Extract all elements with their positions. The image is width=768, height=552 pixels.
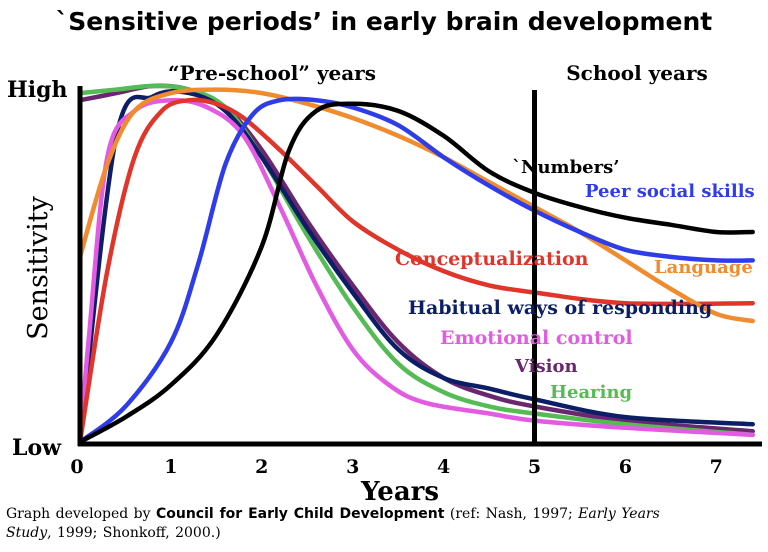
caption-prefix: Graph developed by bbox=[6, 506, 156, 522]
x-tick-label: 3 bbox=[346, 456, 359, 478]
x-tick-label: 0 bbox=[70, 456, 83, 478]
school-years-label: School years bbox=[566, 61, 708, 85]
chart-title: `Sensitive periods’ in early brain devel… bbox=[56, 7, 713, 36]
preschool-years-label: “Pre-school” years bbox=[168, 61, 376, 85]
x-axis-label: Years bbox=[360, 477, 439, 507]
conceptualization-annotation: Conceptualization bbox=[395, 248, 589, 270]
series-line-hearing bbox=[77, 83, 755, 438]
caption-ref-title-part1: Early Years bbox=[578, 506, 660, 522]
peer-social-skills-annotation: Peer social skills bbox=[585, 181, 755, 202]
series-line-peer-social-skills bbox=[77, 96, 755, 445]
caption-ref-end: , 1999; Shonkoff, 2000.) bbox=[47, 525, 221, 541]
y-tick-label-high: High bbox=[7, 77, 68, 103]
numbers-annotation: `Numbers’ bbox=[512, 157, 620, 178]
x-tick-label: 2 bbox=[255, 456, 268, 478]
source-caption: Graph developed by Council for Early Chi… bbox=[6, 505, 762, 543]
y-axis-label: Sensitivity bbox=[23, 195, 54, 340]
series-line-language bbox=[77, 87, 755, 324]
series-lines bbox=[77, 83, 755, 445]
habitual-annotation: Habitual ways of responding bbox=[408, 297, 712, 319]
x-tick-label: 6 bbox=[619, 456, 632, 478]
x-tick-label: 4 bbox=[437, 456, 450, 478]
series-line-emotional-control bbox=[77, 97, 755, 445]
x-tick-label: 5 bbox=[528, 456, 541, 478]
x-tick-label: 7 bbox=[710, 456, 723, 478]
caption-ref-title-part2: Study bbox=[6, 525, 48, 541]
caption-ref-start: (ref: Nash, 1997; bbox=[444, 506, 579, 522]
language-annotation: Language bbox=[654, 257, 753, 278]
series-line-conceptualization bbox=[77, 97, 755, 445]
x-tick-labels: 0 1 2 3 4 5 6 7 bbox=[70, 456, 723, 478]
caption-organization: Council for Early Child Development bbox=[155, 506, 445, 522]
x-tick-label: 1 bbox=[164, 456, 177, 478]
series-line-numbers bbox=[77, 101, 755, 445]
emotional-control-annotation: Emotional control bbox=[440, 327, 633, 349]
hearing-annotation: Hearing bbox=[550, 382, 633, 403]
y-tick-label-low: Low bbox=[12, 435, 62, 461]
vision-annotation: Vision bbox=[514, 356, 578, 377]
